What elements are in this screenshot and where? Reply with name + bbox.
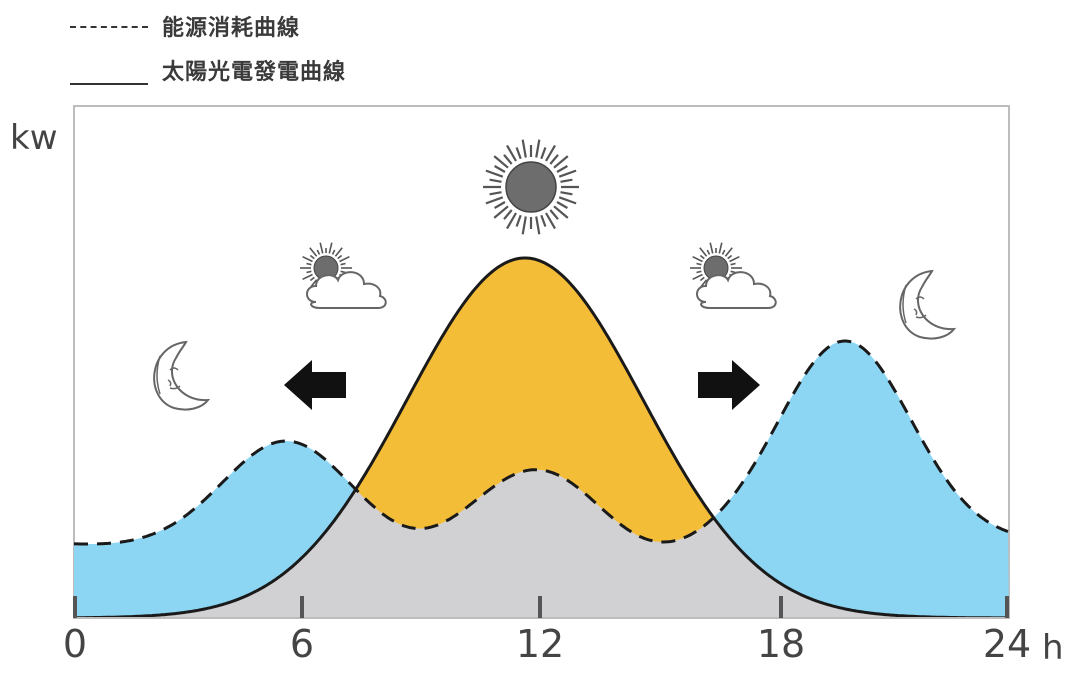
sun-ray xyxy=(337,254,343,260)
sun-ray xyxy=(545,212,556,230)
moon-icon xyxy=(899,269,957,340)
sun-cloud-icon xyxy=(690,242,777,309)
sun-ray xyxy=(721,249,726,255)
sun-ray xyxy=(727,254,733,260)
sun-ray xyxy=(521,139,527,158)
legend-solar: 太陽光電發電曲線 xyxy=(70,48,346,92)
sun-ray xyxy=(316,249,321,255)
y-axis-label: kw xyxy=(10,118,58,158)
sun-icon xyxy=(483,139,579,235)
sun-ray xyxy=(718,242,723,254)
sun-ray xyxy=(306,262,312,266)
sun-ray xyxy=(340,262,346,266)
legend-consumption-label: 能源消耗曲線 xyxy=(162,16,301,41)
sun-ray xyxy=(556,165,568,173)
sun-ray xyxy=(724,247,733,257)
sun-ray xyxy=(494,165,506,173)
sun-ray xyxy=(730,262,736,266)
sun-ray xyxy=(553,155,569,169)
x-tick-label-6: 6 xyxy=(289,622,315,666)
sun-ray xyxy=(489,178,502,183)
sun-ray xyxy=(706,249,711,255)
sun-ray xyxy=(558,169,577,178)
sun-ray xyxy=(515,147,522,160)
sun-ray xyxy=(692,273,703,281)
sun-ray xyxy=(729,255,740,263)
sun-ray xyxy=(485,169,504,178)
sun-ray xyxy=(535,216,541,235)
dashed-line-swatch xyxy=(70,26,148,28)
x-tick-label-0: 0 xyxy=(62,622,88,666)
sun-ray xyxy=(553,205,569,219)
sun-ray xyxy=(494,201,506,209)
sun-ray xyxy=(309,254,315,260)
x-axis-ticks xyxy=(73,596,1009,618)
sun-ray xyxy=(331,249,336,255)
sun-ray xyxy=(521,216,527,235)
sun-ray xyxy=(535,139,541,158)
sun-ray xyxy=(699,247,708,257)
sun-ray xyxy=(328,242,333,254)
sun-ray xyxy=(319,242,324,254)
right-arrow-icon xyxy=(698,360,760,410)
solar-area xyxy=(74,258,1009,618)
sun-cloud-icon xyxy=(300,242,387,309)
x-tick-label-12: 12 xyxy=(515,622,565,666)
legend: 能源消耗曲線 太陽光電發電曲線 xyxy=(70,4,346,92)
x-axis-unit: h xyxy=(1042,628,1064,668)
left-arrow-icon xyxy=(284,360,346,410)
sun-ray xyxy=(545,144,556,162)
sun-ray xyxy=(699,254,705,260)
sun-ray xyxy=(696,270,702,274)
sun-ray xyxy=(699,276,705,282)
sun-ray xyxy=(558,196,577,205)
sun-ray xyxy=(493,155,509,169)
solar-curve xyxy=(74,256,1008,618)
sun-ray xyxy=(696,262,702,266)
sun-ray xyxy=(506,212,517,230)
x-tick-label-18: 18 xyxy=(756,622,806,666)
sun-ray xyxy=(709,242,714,254)
sun-ray xyxy=(339,255,350,263)
sun-ray xyxy=(306,270,312,274)
sun-ray xyxy=(540,147,547,160)
sun-ray xyxy=(489,191,502,196)
sun-ray xyxy=(560,191,573,196)
sun-ray xyxy=(506,144,517,162)
legend-solar-label: 太陽光電發電曲線 xyxy=(162,60,347,85)
sun-ray xyxy=(485,196,504,205)
sun-ray xyxy=(302,255,313,263)
sun-ray xyxy=(556,201,568,209)
sun-ray xyxy=(309,247,318,257)
sun-ray xyxy=(503,154,513,165)
sun-ray xyxy=(515,214,522,227)
sun-ray xyxy=(334,247,343,257)
sun-ray xyxy=(540,214,547,227)
sun-ray xyxy=(302,273,313,281)
sun-ray xyxy=(503,209,513,220)
x-tick-label-24: 24 xyxy=(982,622,1032,666)
sun-ray xyxy=(549,209,559,220)
sun-ray xyxy=(493,205,509,219)
moon-icon xyxy=(153,340,211,411)
legend-consumption: 能源消耗曲線 xyxy=(70,4,346,48)
solid-line-swatch xyxy=(70,69,148,85)
sun-ray xyxy=(560,178,573,183)
sun-ray xyxy=(309,276,315,282)
sun-ray xyxy=(549,154,559,165)
sun-ray xyxy=(692,255,703,263)
